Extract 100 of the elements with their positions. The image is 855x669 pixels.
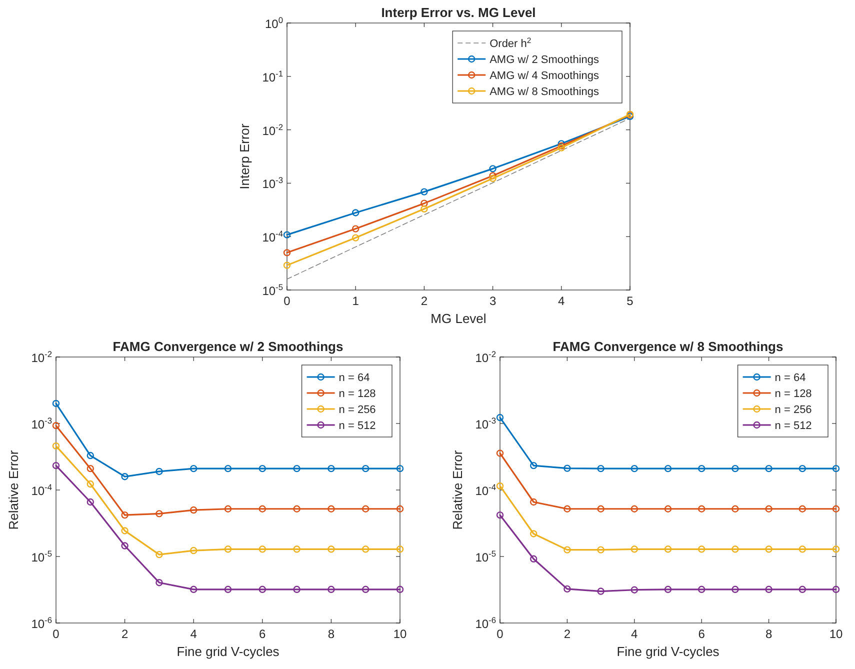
point xyxy=(630,546,638,553)
point xyxy=(832,546,840,553)
point xyxy=(496,414,504,422)
y-tick-label: 10$^{-4}$ xyxy=(31,482,52,498)
point xyxy=(597,505,604,512)
x-tick-label: 2 xyxy=(420,294,428,308)
point xyxy=(630,505,638,512)
x-axis-title: Fine grid V-cycles xyxy=(176,644,280,659)
chart-title: FAMG Convergence w/ 8 Smoothings xyxy=(552,339,784,354)
x-tick-label: 3 xyxy=(489,294,496,308)
point xyxy=(698,546,706,553)
point xyxy=(489,174,496,182)
point xyxy=(362,546,370,553)
point xyxy=(530,498,538,506)
point xyxy=(765,586,772,594)
y-tick-label: 10$^{-2}$ xyxy=(262,122,284,138)
legend-label: Order h$^{2}$ xyxy=(490,36,532,50)
point xyxy=(630,586,638,594)
point xyxy=(597,464,604,472)
point xyxy=(564,464,571,472)
point xyxy=(156,510,163,518)
point xyxy=(732,464,739,472)
point xyxy=(283,249,291,256)
point xyxy=(362,586,370,594)
y-tick-label: 10$^{-4}$ xyxy=(262,228,284,245)
chart-title: Interp Error vs. MG Level xyxy=(381,5,536,20)
point xyxy=(396,505,404,512)
point xyxy=(293,586,300,594)
point xyxy=(121,542,128,550)
point xyxy=(765,505,772,512)
point xyxy=(798,464,806,472)
point xyxy=(52,462,60,470)
point xyxy=(732,586,739,594)
point xyxy=(121,511,128,519)
point xyxy=(496,482,504,490)
y-tick-label: 10$^{-5}$ xyxy=(475,548,496,564)
point xyxy=(224,505,232,512)
y-tick-label: 10$^{-6}$ xyxy=(31,615,52,631)
x-tick-label: 4 xyxy=(631,627,638,641)
point xyxy=(798,546,806,553)
x-tick-label: 6 xyxy=(698,627,706,641)
y-axis-title: Relative Error xyxy=(450,450,465,530)
legend-label: AMG w/ 8 Smoothings xyxy=(490,86,600,98)
legend-label: n = 256 xyxy=(774,404,812,416)
point xyxy=(664,586,672,594)
point xyxy=(832,586,840,594)
y-tick-label: 10$^{-5}$ xyxy=(262,282,284,298)
point xyxy=(283,262,291,269)
x-axis-title: MG Level xyxy=(430,311,486,326)
point xyxy=(352,234,360,242)
point xyxy=(530,555,538,563)
point xyxy=(352,209,360,216)
point xyxy=(86,498,94,506)
x-axis-title: Fine grid V-cycles xyxy=(616,644,720,659)
point xyxy=(328,546,335,553)
point xyxy=(496,450,504,457)
point xyxy=(224,546,232,553)
y-tick-label: 10$^{-5}$ xyxy=(31,548,52,564)
point xyxy=(156,579,163,586)
point xyxy=(156,550,163,558)
point xyxy=(420,205,428,213)
point xyxy=(489,172,496,180)
point xyxy=(86,452,94,460)
legend-label: n = 64 xyxy=(338,372,370,384)
point xyxy=(698,505,706,512)
y-tick-label: 10$^{-3}$ xyxy=(31,416,52,432)
x-tick-label: 1 xyxy=(352,294,360,308)
point xyxy=(396,546,404,553)
point xyxy=(121,473,128,480)
y-tick-label: 10$^{0}$ xyxy=(264,15,284,31)
x-tick-label: 2 xyxy=(121,627,128,641)
point xyxy=(190,586,198,594)
point xyxy=(530,530,538,538)
point xyxy=(664,546,672,553)
point xyxy=(765,464,772,472)
point xyxy=(190,464,198,472)
y-axis-title: Interp Error xyxy=(237,122,252,190)
point xyxy=(664,464,672,472)
y-tick-label: 10$^{-6}$ xyxy=(475,615,496,631)
point xyxy=(328,505,335,512)
y-tick-label: 10$^{-2}$ xyxy=(31,349,52,365)
x-tick-label: 0 xyxy=(496,627,504,641)
point xyxy=(530,462,538,470)
point xyxy=(798,586,806,594)
x-tick-label: 0 xyxy=(52,627,60,641)
point xyxy=(156,468,163,476)
x-tick-label: 4 xyxy=(190,627,198,641)
point xyxy=(420,188,428,196)
legend-label: n = 256 xyxy=(338,404,376,416)
point xyxy=(496,511,504,519)
point xyxy=(396,586,404,594)
point xyxy=(597,546,604,554)
chart-title: FAMG Convergence w/ 2 Smoothings xyxy=(112,339,344,354)
y-tick-label: 10$^{-3}$ xyxy=(262,175,284,192)
y-axis-title: Relative Error xyxy=(6,450,21,530)
x-tick-label: 6 xyxy=(259,627,266,641)
legend-label: n = 128 xyxy=(338,388,376,400)
point xyxy=(283,231,291,238)
point xyxy=(224,464,232,472)
legend-label: n = 512 xyxy=(338,420,376,432)
